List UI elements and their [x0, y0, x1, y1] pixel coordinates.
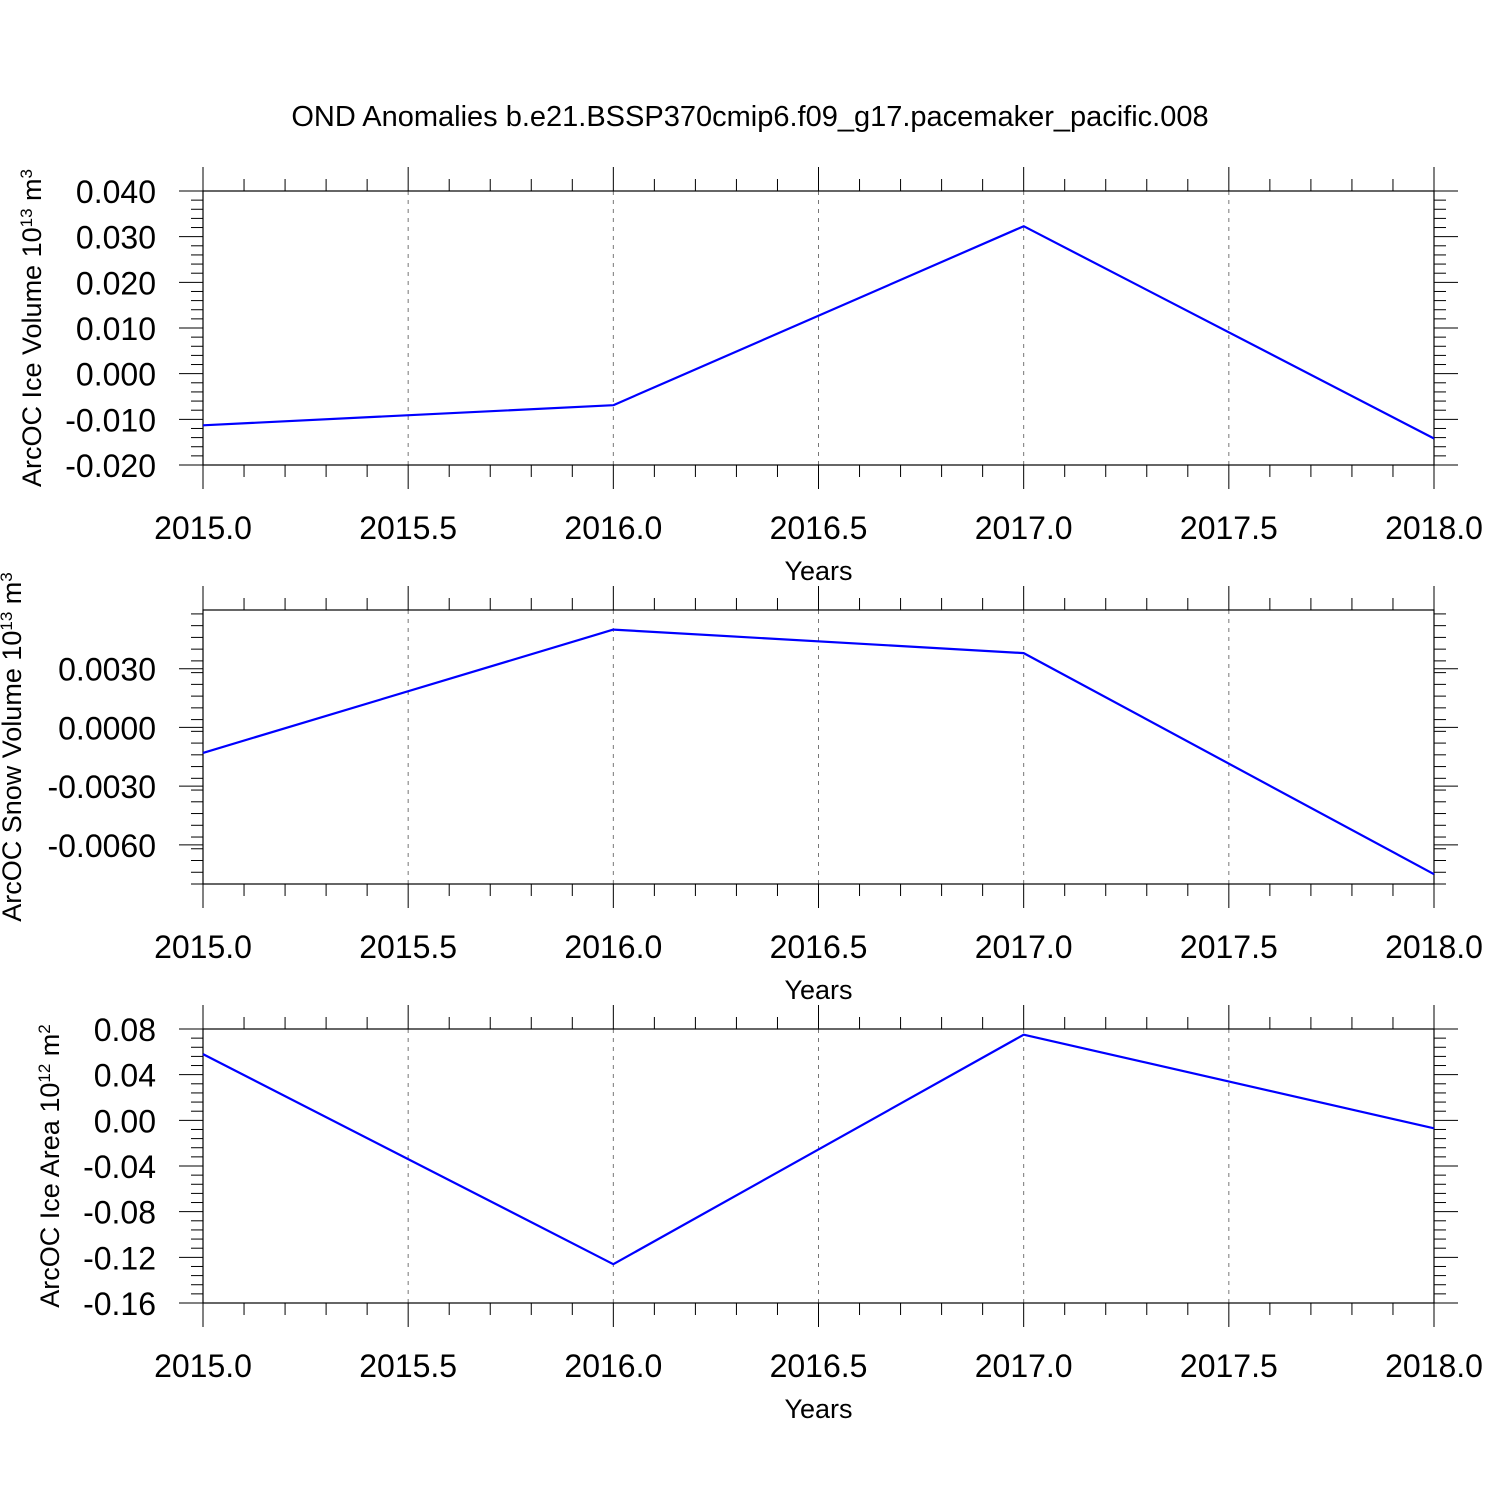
y-tick-label: 0.0030: [58, 652, 156, 688]
x-tick-label: 2015.0: [154, 929, 252, 965]
x-tick-label: 2016.0: [564, 929, 662, 965]
y-tick-label: 0.04: [94, 1058, 156, 1094]
plot-frame: [202, 609, 1435, 885]
y-tick-label: 0.010: [76, 311, 156, 347]
y-tick-label: 0.040: [76, 174, 156, 210]
y-axis-label-exponent: 13: [0, 612, 16, 631]
y-tick-label: -0.12: [83, 1240, 156, 1276]
x-tick-label: 2016.0: [564, 1348, 662, 1384]
y-tick-label: 0.08: [94, 1012, 156, 1048]
x-tick-label: 2015.0: [154, 1348, 252, 1384]
y-tick-label: 0.020: [76, 265, 156, 301]
x-tick-label: 2016.0: [564, 510, 662, 546]
y-axis-label-unit: m: [35, 1034, 65, 1064]
x-tick-label: 2017.0: [975, 929, 1073, 965]
panel-snow-volume: 2015.0 2015.5 2016.0 2016.5 2017.0 2017.5 2018…: [0, 572, 1483, 1005]
x-tick-label: 2017.5: [1180, 929, 1278, 965]
y-tick-label: -0.010: [65, 402, 156, 438]
plot-frame: [202, 1028, 1435, 1304]
x-tick-label: 2018.0: [1385, 1348, 1483, 1384]
x-tick-label: 2015.5: [359, 1348, 457, 1384]
y-axis-label: ArcOC Snow Volume 1013 m3: [0, 572, 27, 922]
x-tick-label: 2018.0: [1385, 510, 1483, 546]
series-line: [202, 225, 1435, 440]
x-tick-label: 2016.5: [770, 929, 868, 965]
x-tick-label: 2015.5: [359, 510, 457, 546]
x-tick-label: 2017.5: [1180, 510, 1278, 546]
y-tick-label: -0.0060: [47, 828, 156, 864]
x-axis-label: Years: [784, 1394, 852, 1424]
x-axis-label: Years: [784, 975, 852, 1005]
y-tick-label: -0.0030: [47, 769, 156, 805]
figure-title: OND Anomalies b.e21.BSSP370cmip6.f09_g17…: [291, 101, 1208, 133]
y-axis-label-main: ArcOC Ice Volume 10: [17, 227, 47, 487]
y-axis-label-exponent: 13: [17, 208, 36, 227]
x-tick-label: 2018.0: [1385, 929, 1483, 965]
x-tick-label: 2016.5: [770, 1348, 868, 1384]
x-axis-label: Years: [784, 556, 852, 586]
y-axis-label-main: ArcOC Ice Area 10: [35, 1083, 65, 1308]
y-axis-label-unit: m: [0, 582, 27, 612]
y-axis-label: ArcOC Ice Area 1012 m2: [35, 1024, 66, 1308]
x-tick-label: 2017.0: [975, 1348, 1073, 1384]
x-tick-label: 2015.0: [154, 510, 252, 546]
panel-ice-volume: 2015.0 2015.5 2016.0 2016.5 2017.0 2017.5 2018…: [17, 167, 1483, 586]
x-tick-label: 2016.5: [770, 510, 868, 546]
series-line: [202, 1033, 1435, 1266]
y-tick-label: 0.000: [76, 357, 156, 393]
y-tick-label: -0.020: [65, 448, 156, 484]
x-tick-label: 2017.5: [1180, 1348, 1278, 1384]
y-axis-label-unit-exponent: 2: [35, 1024, 54, 1033]
y-axis-label-exponent: 12: [35, 1064, 54, 1083]
y-axis-label-main: ArcOC Snow Volume 10: [0, 631, 27, 922]
series-line: [202, 628, 1435, 876]
y-axis-label-unit-exponent: 3: [0, 572, 16, 581]
y-axis-label-unit-exponent: 3: [17, 169, 36, 178]
y-axis-label-unit: m: [17, 178, 47, 208]
y-axis-label: ArcOC Ice Volume 1013 m3: [17, 169, 48, 487]
y-tick-label: -0.04: [83, 1149, 156, 1185]
y-tick-label: 0.0000: [58, 710, 156, 746]
plot-frame: [202, 190, 1435, 466]
x-tick-label: 2017.0: [975, 510, 1073, 546]
y-tick-label: -0.16: [83, 1286, 156, 1322]
panel-ice-area: 2015.0 2015.5 2016.0 2016.5 2017.0 2017.5 2018…: [35, 1005, 1483, 1424]
y-tick-label: 0.00: [94, 1103, 156, 1139]
y-tick-label: -0.08: [83, 1195, 156, 1231]
x-tick-label: 2015.5: [359, 929, 457, 965]
y-tick-label: 0.030: [76, 220, 156, 256]
